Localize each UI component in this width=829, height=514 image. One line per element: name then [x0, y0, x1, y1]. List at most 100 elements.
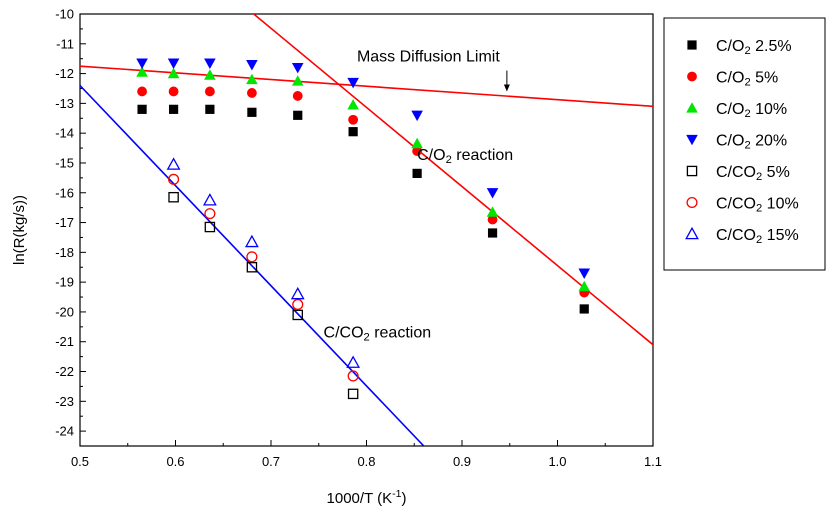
data-points: [136, 58, 591, 400]
data-point: [204, 86, 215, 97]
data-point: [168, 86, 179, 97]
legend-label-tail: 10%: [751, 101, 787, 118]
legend-label-sub: 2: [744, 139, 750, 151]
data-point: [411, 110, 423, 122]
legend-label-sub: 2: [756, 171, 762, 183]
plot-frame: [79, 13, 654, 447]
legend-label: C/CO2 15%: [716, 227, 799, 246]
legend-label: C/O2 2.5%: [716, 38, 792, 57]
data-point: [202, 193, 217, 206]
data-point: [347, 388, 359, 400]
legend-label-tail: 10%: [762, 196, 798, 213]
y-tick-label: -13: [55, 96, 74, 111]
c-o2-reaction-label-sub: 2: [446, 154, 452, 166]
legend-label: C/CO2 5%: [716, 164, 790, 183]
data-point: [347, 99, 359, 110]
legend-label-text: C/O: [716, 38, 744, 55]
y-tick-label: -22: [55, 364, 74, 379]
fit-line: [80, 65, 653, 108]
data-point: [204, 69, 216, 80]
data-point: [348, 127, 358, 137]
data-point: [411, 137, 423, 149]
y-tick-label: -11: [56, 36, 74, 51]
y-tick-label: -17: [55, 215, 74, 230]
data-point: [246, 261, 258, 273]
legend-label-sub: 2: [744, 76, 750, 88]
legend-label-tail: 5%: [751, 70, 779, 87]
data-point: [168, 173, 180, 185]
x-tick-label: 1.0: [548, 454, 566, 469]
legend-label-text: C/CO: [716, 227, 756, 244]
legend-marker: [686, 165, 698, 177]
legend-label: C/O2 5%: [716, 70, 778, 89]
legend-label-tail: 20%: [751, 133, 787, 150]
c-o2-reaction-label-text: C/O: [417, 147, 445, 164]
x-axis-title-sup: -1: [392, 488, 401, 500]
legend-label-tail: 2.5%: [751, 38, 792, 55]
data-point: [291, 75, 304, 86]
legend-label-tail: 5%: [762, 164, 790, 181]
y-tick-label: -14: [55, 126, 74, 141]
arrow-head: [503, 84, 510, 92]
legend-label-text: C/CO: [716, 196, 756, 213]
x-tick-label: 0.9: [453, 454, 471, 469]
y-tick-label: -21: [55, 334, 74, 349]
legend-label-text: C/O: [716, 101, 744, 118]
data-point: [247, 88, 257, 98]
data-point: [579, 304, 589, 314]
data-point: [347, 77, 359, 89]
y-axis-ticks: -10 -11 -12 -13 -14 -15 -16 -17 -18 -19 -20 -21 -22 -…: [55, 7, 86, 439]
c-o2-reaction-label-tail: reaction: [452, 147, 513, 164]
data-point: [487, 228, 498, 238]
data-point: [486, 206, 499, 217]
y-tick-label: -19: [55, 275, 74, 290]
y-tick-label: -23: [55, 394, 74, 409]
data-point: [137, 86, 147, 97]
legend-marker: [685, 226, 699, 240]
data-point: [167, 58, 180, 69]
legend-marker: [687, 40, 697, 50]
data-point: [244, 234, 259, 248]
data-point: [204, 221, 216, 233]
data-point: [168, 104, 179, 114]
data-point: [293, 110, 303, 120]
data-point: [136, 58, 148, 69]
c-co2-reaction-label-text: C/CO: [324, 324, 364, 341]
data-point: [292, 309, 303, 321]
data-point: [412, 146, 423, 156]
x-axis-title-text: 1000/T (K: [327, 490, 393, 507]
x-axis-ticks: 0.5 0.6 0.7 0.8 0.9 1.0 1.1: [71, 440, 662, 469]
x-tick-label: 0.6: [166, 454, 184, 469]
y-tick-label: -18: [55, 245, 74, 260]
c-co2-reaction-label: C/CO2 reaction: [324, 324, 432, 343]
data-point: [486, 188, 499, 199]
data-point: [247, 107, 257, 117]
c-o2-reaction-label: C/O2 reaction: [417, 147, 513, 166]
y-tick-label: -10: [55, 7, 74, 22]
legend-label: C/O2 20%: [716, 133, 787, 152]
data-point: [292, 298, 304, 311]
x-axis-title-tail: ): [401, 490, 406, 507]
data-point: [487, 214, 498, 225]
data-point: [578, 280, 591, 292]
data-point: [246, 73, 258, 85]
legend-label-text: C/O: [716, 70, 744, 87]
data-point: [291, 62, 304, 74]
data-point: [166, 157, 181, 170]
legend-label-text: C/O: [716, 133, 744, 150]
legend: C/O2 2.5%C/O2 5%C/O2 10%C/O2 20%C/CO2 5%…: [663, 17, 826, 271]
legend-label-sub: 2: [756, 202, 762, 214]
data-point: [205, 104, 215, 114]
x-tick-label: 0.5: [71, 454, 89, 469]
y-tick-label: -20: [55, 304, 74, 319]
legend-label-tail: 15%: [762, 227, 798, 244]
data-point: [578, 268, 591, 279]
data-point: [246, 251, 258, 263]
legend-label-sub: 2: [744, 45, 750, 57]
x-tick-label: 0.8: [357, 454, 375, 469]
y-tick-label: -12: [55, 66, 74, 81]
x-tick-label: 0.7: [262, 454, 280, 469]
axis-titles: 1000/T (K-1) ln(R(kg/s)): [11, 195, 406, 507]
